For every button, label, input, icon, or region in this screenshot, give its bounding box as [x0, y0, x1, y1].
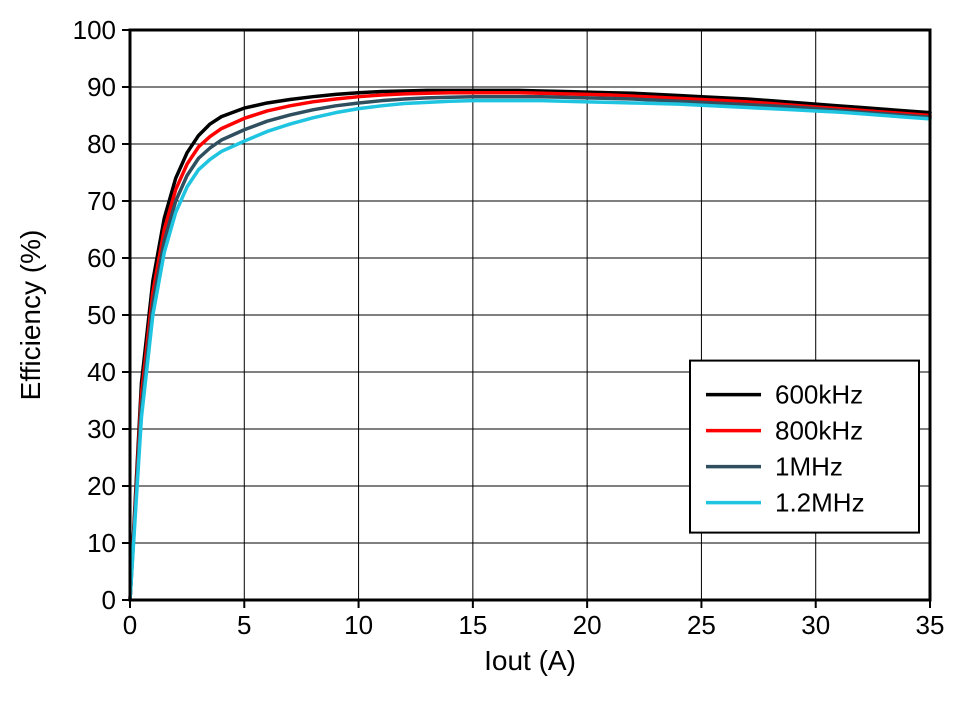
ytick-label: 80 [87, 129, 116, 159]
xtick-label: 10 [344, 610, 373, 640]
ytick-label: 70 [87, 186, 116, 216]
legend-label-0: 600kHz [775, 380, 863, 410]
legend-label-2: 1MHz [775, 452, 843, 482]
ytick-label: 60 [87, 243, 116, 273]
ytick-label: 40 [87, 357, 116, 387]
xtick-label: 0 [123, 610, 137, 640]
chart-svg: 0 5 10 15 20 25 30 35 0 10 20 30 40 50 60 70 80 90 100 Iout… [0, 0, 956, 701]
efficiency-chart: 0 5 10 15 20 25 30 35 0 10 20 30 40 50 60 70 80 90 100 Iout… [0, 0, 956, 701]
y-axis-label: Efficiency (%) [15, 230, 46, 401]
xtick-label: 15 [458, 610, 487, 640]
xtick-label: 20 [573, 610, 602, 640]
xtick-label: 35 [916, 610, 945, 640]
xtick-label: 5 [237, 610, 251, 640]
xtick-label: 25 [687, 610, 716, 640]
ytick-label: 0 [102, 585, 116, 615]
x-axis-label: Iout (A) [484, 645, 576, 676]
ytick-label: 90 [87, 72, 116, 102]
xtick-label: 30 [801, 610, 830, 640]
legend-label-3: 1.2MHz [775, 488, 865, 518]
ytick-label: 100 [73, 15, 116, 45]
ytick-label: 10 [87, 528, 116, 558]
ytick-label: 50 [87, 300, 116, 330]
legend-label-1: 800kHz [775, 416, 863, 446]
ytick-label: 20 [87, 471, 116, 501]
ytick-label: 30 [87, 414, 116, 444]
